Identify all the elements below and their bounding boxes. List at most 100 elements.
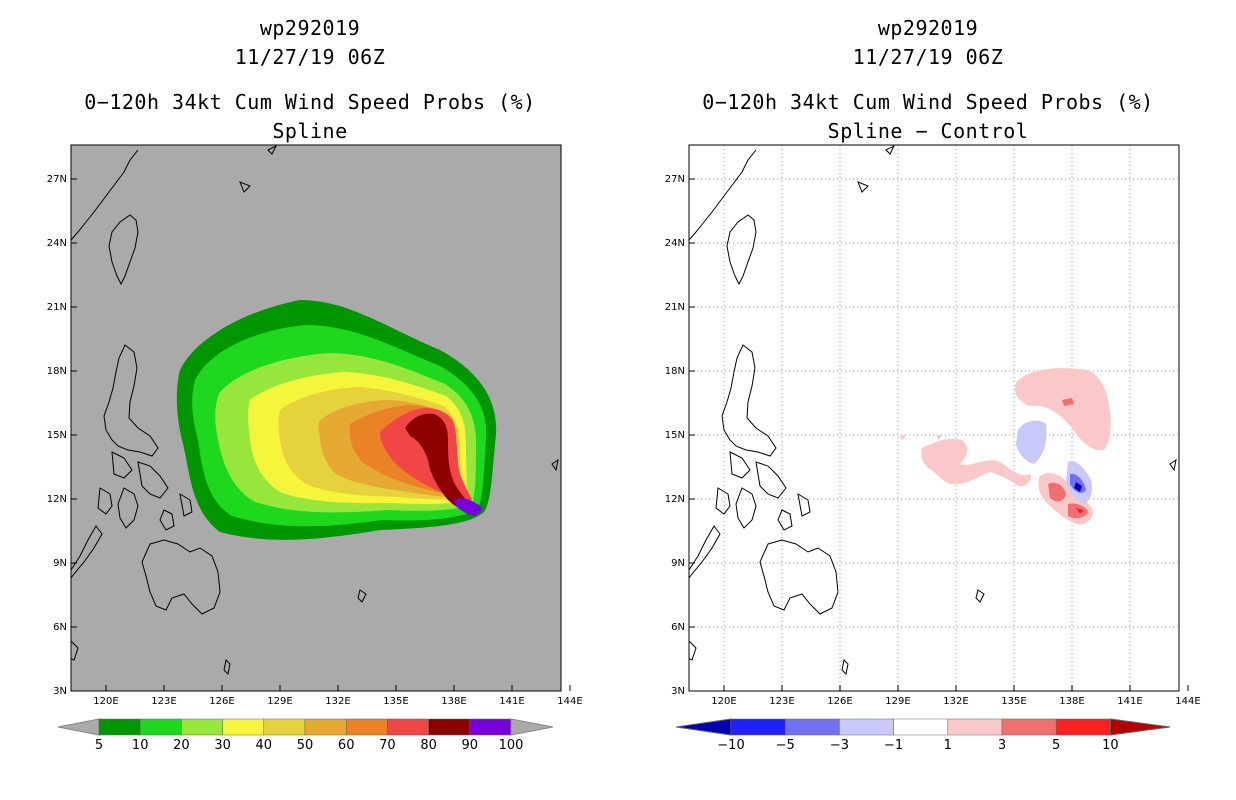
left-colorbar-box [387, 718, 429, 736]
left-lon-label: 126E [209, 696, 234, 707]
left-lat-label: 3N [53, 686, 67, 697]
right-grid [689, 145, 1179, 691]
left-colorbar-label: 20 [173, 738, 190, 753]
right-negative-patch [1070, 473, 1086, 493]
left-colorbar-box [304, 718, 347, 736]
right-subtitle: Spline − Control [827, 119, 1029, 143]
right-lat-label: 18N [665, 366, 685, 377]
left-colorbar-label: 40 [256, 738, 273, 753]
right-colorbar-label: 3 [998, 738, 1006, 753]
left-lon-label: 135E [383, 696, 408, 707]
left-colorbar-box [345, 718, 388, 736]
left-lat-label: 21N [47, 302, 67, 313]
left-title: 0−120h 34kt Cum Wind Speed Probs (%) [84, 90, 536, 114]
right-positive-core [1076, 508, 1084, 514]
left-colorbar-under-triangle [57, 718, 100, 736]
left-colorbar-label: 60 [338, 738, 355, 753]
right-colorbar: −10 −5 −3 −1 1 3 5 10 [675, 718, 1171, 753]
left-lon-label: 129E [267, 696, 292, 707]
left-colorbar-box [98, 718, 141, 736]
right-positive-patch [921, 438, 1032, 487]
left-colorbar-over-triangle [510, 718, 554, 736]
left-lat-label: 24N [47, 238, 67, 249]
left-lon-label: 132E [325, 696, 350, 707]
left-lat-label: 18N [47, 366, 67, 377]
left-storm-id: wp292019 [259, 16, 361, 40]
left-colorbar-label: 30 [214, 738, 231, 753]
right-storm-id: wp292019 [877, 16, 979, 40]
right-positive-patch [1014, 368, 1111, 451]
right-lat-label: 12N [665, 494, 685, 505]
right-lon-label: 132E [943, 696, 968, 707]
left-colorbar-label: 50 [297, 738, 314, 753]
left-colorbar-label: 100 [499, 738, 524, 753]
right-lon-label: 135E [1001, 696, 1026, 707]
left-colorbar-label: 80 [420, 738, 437, 753]
right-colorbar-box [1001, 718, 1057, 736]
left-lon-label: 123E [151, 696, 176, 707]
right-colorbar-box [947, 718, 1003, 736]
left-map [71, 145, 561, 691]
right-map [689, 145, 1179, 691]
right-lat-label: 3N [671, 686, 685, 697]
right-colorbar-label: −5 [776, 738, 795, 753]
left-lat-label: 12N [47, 494, 67, 505]
right-colorbar-label: 10 [1102, 738, 1119, 753]
right-colorbar-label: 5 [1052, 738, 1060, 753]
left-datetime: 11/27/19 06Z [234, 45, 386, 69]
right-colorbar-box [784, 718, 840, 736]
right-colorbar-box [1055, 718, 1111, 736]
right-positive-patch [936, 434, 942, 440]
right-negative-patch [1016, 420, 1047, 464]
right-colorbar-label: −1 [884, 738, 903, 753]
right-colorbar-label: −3 [830, 738, 849, 753]
left-colorbar-label: 70 [379, 738, 396, 753]
right-lon-label: 138E [1059, 696, 1084, 707]
left-colorbar: 5 10 20 30 40 50 60 70 80 90 100 [57, 718, 554, 753]
right-lon-label: 144E [1175, 696, 1200, 707]
right-colorbar-box [893, 718, 949, 736]
left-colorbar-label: 10 [132, 738, 149, 753]
right-colorbar-label: −10 [717, 738, 744, 753]
left-lon-label: 144E [557, 696, 582, 707]
left-axes: 27N 24N 21N 18N 15N 12N 9N 6N 3N 120E 123E 126E 129E… [47, 174, 583, 707]
left-lat-label: 6N [53, 622, 67, 633]
left-contour-90 [454, 498, 482, 516]
left-lon-label: 120E [93, 696, 118, 707]
left-lat-label: 9N [53, 558, 67, 569]
left-subtitle: Spline [272, 119, 348, 143]
right-lat-label: 15N [665, 430, 685, 441]
left-lat-label: 27N [47, 174, 67, 185]
right-positive-patch [1062, 398, 1074, 406]
left-lon-label: 141E [499, 696, 524, 707]
right-lat-label: 9N [671, 558, 685, 569]
right-colorbar-label: 1 [944, 738, 952, 753]
right-colorbar-box [730, 718, 786, 736]
left-lat-label: 15N [47, 430, 67, 441]
left-contour-80 [405, 413, 474, 511]
right-datetime: 11/27/19 06Z [852, 45, 1004, 69]
right-colorbar-under-triangle [675, 718, 732, 736]
right-lat-label: 24N [665, 238, 685, 249]
right-colorbar-box [839, 718, 894, 736]
right-positive-patch [1048, 482, 1066, 502]
left-colorbar-box [469, 718, 512, 736]
left-frame [70, 144, 562, 692]
right-lat-label: 27N [665, 174, 685, 185]
right-negative-core [1074, 482, 1082, 492]
right-frame [688, 144, 1180, 692]
right-lon-label: 141E [1117, 696, 1142, 707]
left-colorbar-box [139, 718, 182, 736]
right-colorbar-over-triangle [1109, 718, 1171, 736]
right-lon-label: 120E [711, 696, 736, 707]
left-colorbar-box [263, 718, 306, 736]
left-colorbar-box [181, 718, 223, 736]
right-axes: 27N 24N 21N 18N 15N 12N 9N 6N 3N 120E 123E 126E 129E… [665, 174, 1201, 707]
left-colorbar-label: 5 [95, 738, 103, 753]
right-lon-label: 126E [827, 696, 852, 707]
left-colorbar-box [428, 718, 471, 736]
left-lon-label: 138E [441, 696, 466, 707]
right-positive-patch [900, 434, 906, 440]
right-lon-label: 129E [885, 696, 910, 707]
